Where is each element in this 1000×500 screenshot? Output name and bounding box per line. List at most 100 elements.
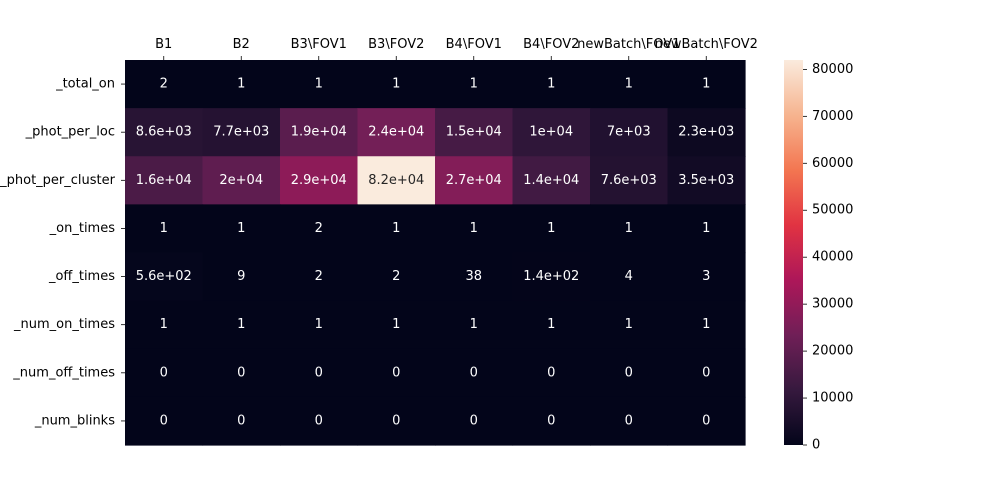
cell-value-label: 1 [470, 317, 478, 332]
heatmap-cell [202, 156, 281, 205]
cell-value-label: 2.9e+04 [291, 173, 347, 188]
heatmap-cell [280, 60, 359, 109]
cell-value-label: 8.2e+04 [368, 173, 424, 188]
heatmap-cell [512, 108, 591, 157]
heatmap-cell [202, 300, 281, 350]
cell-value-label: 7.7e+03 [213, 125, 269, 140]
x-tick-label: newBatch\FOV1 [577, 37, 680, 52]
colorbar-tick-label: 70000 [812, 109, 853, 124]
cell-value-label: 1 [392, 221, 400, 236]
y-axis-ticks: _total_on _phot_per_loc _phot_per_cluster _… [0, 77, 125, 428]
heatmap-cell [280, 300, 359, 350]
cell-value-label: 2 [315, 269, 323, 284]
heatmap-cell [435, 252, 514, 302]
x-tick-label: B3\FOV2 [368, 37, 424, 52]
cell-value-label: 1 [160, 221, 168, 236]
cell-value-label: 2.3e+03 [678, 125, 734, 140]
heatmap-cell [512, 348, 591, 398]
heatmap-cell [435, 204, 514, 254]
y-tick-label: _num_blinks [34, 413, 115, 428]
y-tick-label: _off_times [48, 269, 115, 284]
colorbar-tick-label: 60000 [812, 156, 853, 171]
heatmap-cell [357, 300, 436, 350]
cell-value-label: 1 [547, 77, 555, 92]
heatmap-cell [590, 396, 669, 446]
cell-value-label: 2e+04 [219, 173, 263, 188]
cell-value-label: 0 [315, 413, 323, 428]
cell-value-label: 0 [470, 365, 478, 380]
cell-value-label: 5.6e+02 [136, 269, 192, 284]
heatmap-cell [280, 204, 359, 254]
colorbar-tick-label: 20000 [812, 344, 853, 359]
cell-value-label: 1.6e+04 [136, 173, 192, 188]
colorbar-tick-label: 10000 [812, 391, 853, 406]
cell-value-label: 1 [625, 221, 633, 236]
heatmap-cell [202, 252, 281, 302]
heatmap-cell [125, 60, 204, 109]
cell-value-label: 8.6e+03 [136, 125, 192, 140]
heatmap-cell [280, 396, 359, 446]
heatmap-cell [280, 252, 359, 302]
heatmap-cell [125, 108, 204, 157]
cell-value-label: 1 [392, 317, 400, 332]
cell-value-label: 0 [237, 413, 245, 428]
colorbar-tick-label: 80000 [812, 62, 853, 77]
cell-value-label: 0 [237, 365, 245, 380]
cell-value-label: 38 [465, 269, 482, 284]
heatmap-cell [202, 204, 281, 254]
cell-value-label: 0 [702, 413, 710, 428]
heatmap-cell [357, 156, 436, 205]
heatmap-cell [590, 348, 669, 398]
y-tick-label: _phot_per_cluster [0, 173, 116, 188]
cell-value-label: 1 [160, 317, 168, 332]
heatmap-cell [202, 60, 281, 109]
heatmap-cell [667, 60, 746, 109]
cell-value-label: 4 [625, 269, 633, 284]
cell-value-label: 0 [315, 365, 323, 380]
cell-value-label: 0 [160, 413, 168, 428]
colorbar: 0 10000 20000 30000 40000 50000 60000 70000 8000… [784, 60, 853, 453]
cell-value-label: 0 [625, 413, 633, 428]
cell-value-label: 1e+04 [529, 125, 573, 140]
heatmap-cell [202, 348, 281, 398]
heatmap-cell [667, 156, 746, 205]
heatmap-cell [667, 108, 746, 157]
colorbar-tick-label: 0 [812, 438, 820, 453]
x-tick-label: B4\FOV2 [523, 37, 579, 52]
heatmap-cell [512, 396, 591, 446]
cell-value-label: 1 [702, 317, 710, 332]
colorbar-tick-label: 30000 [812, 297, 853, 312]
cell-value-label: 0 [547, 413, 555, 428]
heatmap-cell [357, 348, 436, 398]
x-tick-label: B3\FOV1 [291, 37, 347, 52]
heatmap-cell [125, 396, 204, 446]
cell-value-label: 0 [470, 413, 478, 428]
heatmap-cell [125, 300, 204, 350]
cell-value-label: 9 [237, 269, 245, 284]
cell-value-label: 0 [625, 365, 633, 380]
y-tick-label: _num_on_times [13, 317, 115, 332]
heatmap-cell [435, 108, 514, 157]
cell-value-label: 0 [547, 365, 555, 380]
x-tick-label: B1 [155, 37, 172, 52]
heatmap-cell [125, 156, 204, 205]
y-tick-label: _phot_per_loc [25, 125, 115, 140]
heatmap-cell-labels: 2 1 1 1 1 1 1 1 8.6e+03 7.7e+03 1.9e+04 2.4e+04 1.5e… [136, 77, 735, 429]
colorbar-tick-label: 40000 [812, 250, 853, 265]
heatmap-cell [512, 60, 591, 109]
cell-value-label: 1 [702, 221, 710, 236]
heatmap-cell [512, 252, 591, 302]
heatmap-cell [280, 348, 359, 398]
cell-value-label: 2 [315, 221, 323, 236]
cell-value-label: 7e+03 [607, 125, 651, 140]
heatmap-cell [667, 204, 746, 254]
cell-value-label: 1 [547, 221, 555, 236]
cell-value-label: 0 [702, 365, 710, 380]
heatmap-cell [512, 156, 591, 205]
heatmap-cell [667, 396, 746, 446]
heatmap-cell [357, 60, 436, 109]
x-tick-label: newBatch\FOV2 [655, 37, 758, 52]
cell-value-label: 1 [470, 221, 478, 236]
heatmap-cell [202, 108, 281, 157]
heatmap-cell [590, 156, 669, 205]
